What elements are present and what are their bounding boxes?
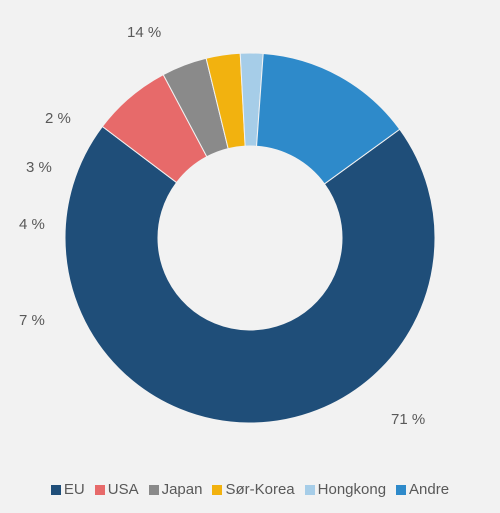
legend-label-hongkong: Hongkong	[318, 481, 386, 498]
slice-label-andre: 14 %	[127, 24, 161, 41]
legend-label-andre: Andre	[409, 481, 449, 498]
slice-label-usa: 7 %	[19, 312, 45, 329]
legend-item-hongkong: Hongkong	[305, 481, 386, 499]
legend-swatch-sorkorea	[212, 485, 222, 495]
legend-label-eu: EU	[64, 481, 85, 498]
legend-item-sorkorea: Sør-Korea	[212, 481, 294, 499]
legend-swatch-eu	[51, 485, 61, 495]
legend-label-japan: Japan	[162, 481, 203, 498]
legend-item-andre: Andre	[396, 481, 449, 499]
legend-item-eu: EU	[51, 481, 85, 499]
legend-label-usa: USA	[108, 481, 139, 498]
slice-label-hongkong: 2 %	[45, 110, 71, 127]
legend-label-sorkorea: Sør-Korea	[225, 481, 294, 498]
legend-item-usa: USA	[95, 481, 139, 499]
legend: EU USA Japan Sør-Korea Hongkong Andre	[0, 481, 500, 499]
legend-swatch-japan	[149, 485, 159, 495]
legend-item-japan: Japan	[149, 481, 203, 499]
donut-svg	[0, 0, 500, 470]
donut-chart: 71 % 7 % 4 % 3 % 2 % 14 % EU USA Japan Sør-Korea…	[0, 0, 500, 513]
slice-label-eu: 71 %	[391, 411, 425, 428]
slice-eu	[65, 126, 435, 423]
legend-swatch-andre	[396, 485, 406, 495]
slice-label-japan: 4 %	[19, 216, 45, 233]
legend-swatch-hongkong	[305, 485, 315, 495]
legend-swatch-usa	[95, 485, 105, 495]
slice-label-sorkorea: 3 %	[26, 159, 52, 176]
